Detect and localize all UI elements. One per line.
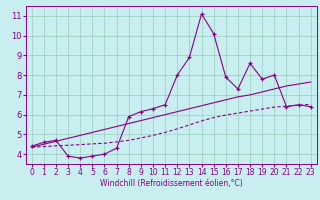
X-axis label: Windchill (Refroidissement éolien,°C): Windchill (Refroidissement éolien,°C) xyxy=(100,179,243,188)
